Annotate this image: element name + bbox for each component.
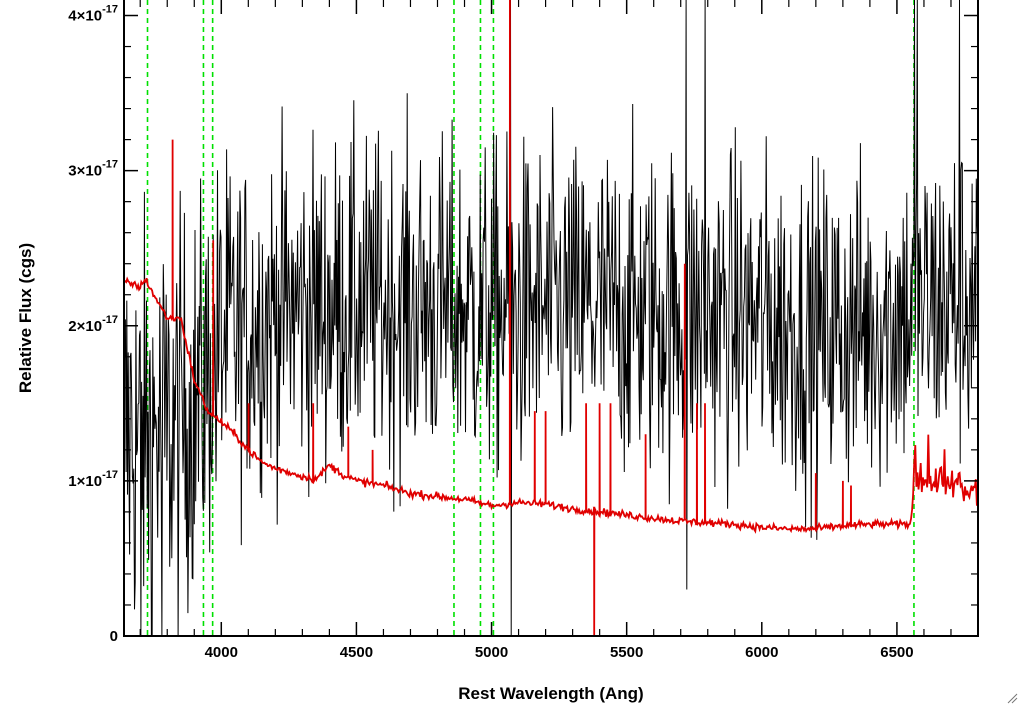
x-tick-label: 4000 (205, 644, 238, 661)
y-tick-label: 4×10-17 (68, 4, 118, 25)
series-layer (124, 0, 978, 636)
x-tick-label: 5000 (475, 644, 508, 661)
x-tick-label: 5500 (610, 644, 643, 661)
axes: 4000 4500 5000 5500 6000 6500 0 1×10-17 2×10-17 3… (68, 0, 979, 661)
y-tick-label: 1×10-17 (68, 469, 118, 490)
x-tick-label: 4500 (340, 644, 373, 661)
spectrum-series-black (124, 0, 978, 636)
plot-frame (123, 0, 979, 637)
model-series-red (124, 0, 978, 636)
resize-grip-icon[interactable] (1006, 692, 1018, 704)
y-tick-label: 0 (110, 628, 118, 645)
y-axis-title: Relative Flux (cgs) (16, 243, 35, 393)
x-tick-label: 6500 (880, 644, 913, 661)
x-axis-title: Rest Wavelength (Ang) (458, 684, 643, 703)
x-tick-label: 6000 (745, 644, 778, 661)
y-tick-label: 2×10-17 (68, 314, 118, 335)
y-tick-label: 3×10-17 (68, 159, 118, 180)
